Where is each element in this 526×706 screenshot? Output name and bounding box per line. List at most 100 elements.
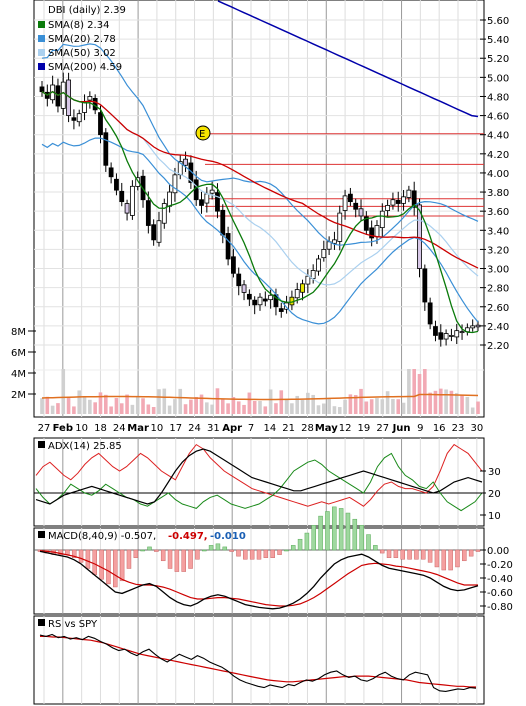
- x-tick-label: Feb: [53, 423, 73, 434]
- price-title: DBI (daily) 2.39: [48, 5, 126, 16]
- candle-body: [161, 203, 167, 224]
- volume-bar: [332, 406, 337, 414]
- macd-histogram-bar: [78, 549, 84, 563]
- x-tick-label: 14: [263, 423, 276, 434]
- x-tick-label: 7: [248, 423, 254, 434]
- x-tick-label: 27: [38, 423, 51, 434]
- macd-histogram-bar: [106, 549, 111, 585]
- macd-histogram-bar: [441, 549, 447, 571]
- y-tick-label: 4.00: [487, 169, 509, 180]
- y-tick-label: 2.60: [487, 303, 509, 314]
- indicator-lines: [35, 0, 483, 692]
- candle-body: [316, 258, 321, 272]
- macd-signal-line: [39, 550, 478, 607]
- candle-body: [385, 205, 391, 211]
- candle-body: [231, 256, 236, 274]
- legend-swatch-sma8: [38, 21, 45, 28]
- macd-histogram-bar: [188, 549, 193, 569]
- y-tick-label: 3.40: [487, 226, 509, 237]
- macd-histogram-bar: [462, 549, 467, 562]
- candle-body: [395, 199, 401, 204]
- macd-histogram-bar: [65, 549, 70, 555]
- candle-body: [332, 239, 337, 244]
- x-tick-label: 23: [452, 423, 465, 434]
- candle-body: [369, 227, 375, 239]
- volume-bar: [274, 403, 278, 414]
- adx-tick-label: 10: [488, 511, 501, 522]
- macd-histogram-bar: [379, 549, 385, 554]
- y-tick-label: 3.20: [487, 245, 509, 256]
- macd-histogram-bar: [400, 549, 405, 560]
- candle-body: [87, 96, 93, 101]
- upper-band-line: [41, 43, 479, 246]
- volume-bar: [141, 398, 145, 414]
- macd-histogram-bar: [133, 549, 139, 558]
- macd-signal-value: -0.497,: [168, 531, 208, 542]
- x-tick-label: 18: [94, 423, 107, 434]
- y-tick-label: 5.40: [487, 35, 509, 46]
- volume-bar: [359, 388, 363, 414]
- x-tick-label: 10: [151, 423, 164, 434]
- x-tick-label: 12: [339, 423, 352, 434]
- candle-body: [193, 179, 199, 201]
- candle-body: [374, 225, 380, 238]
- macd-histogram-bar: [243, 549, 248, 560]
- macd-legend-swatch: [38, 531, 45, 538]
- y-tick-label: 5.20: [487, 54, 509, 65]
- volume-bar: [311, 394, 315, 414]
- volume-bar: [396, 399, 401, 414]
- volume-bar: [247, 392, 252, 414]
- volume-bar: [173, 399, 177, 414]
- vol-tick-label: 8M: [11, 327, 26, 338]
- sma8-line: [41, 90, 479, 334]
- volume-bar: [300, 399, 305, 414]
- y-tick-label: 4.40: [487, 131, 509, 142]
- price-legend: DBI (daily) 2.39 SMA(8) 2.34 SMA(20) 2.7…: [38, 5, 126, 73]
- candle-body: [459, 331, 465, 334]
- macd-tick-label: -0.80: [487, 602, 513, 613]
- macd-histogram-bar: [147, 546, 152, 551]
- macd-histogram-bar: [338, 508, 344, 551]
- volume-bar: [460, 395, 464, 414]
- volume-bar: [258, 400, 262, 414]
- volume-bar: [295, 395, 300, 414]
- volume-bar: [104, 394, 108, 414]
- legend-sma50: SMA(50) 3.02: [48, 48, 116, 59]
- macd-histogram-bar: [386, 549, 392, 558]
- macd-histogram-bar: [448, 549, 453, 571]
- candle-body: [305, 275, 311, 285]
- volume-bar: [93, 402, 97, 414]
- macd-histogram-bar: [284, 549, 289, 552]
- volume-average-line: [41, 393, 479, 401]
- candle-body: [92, 97, 98, 111]
- candle-body: [257, 296, 263, 306]
- candle-body: [321, 249, 327, 259]
- candle-body: [220, 209, 226, 236]
- candle-body: [347, 193, 353, 203]
- volume-bar: [56, 403, 60, 414]
- volume-bar: [167, 405, 172, 414]
- volume-bar: [66, 397, 71, 414]
- volume-bar: [88, 399, 92, 414]
- x-tick-label: 24: [188, 423, 201, 434]
- candle-body: [236, 273, 242, 287]
- macd-histogram-bar: [140, 549, 145, 552]
- y-tick-label: 5.00: [487, 73, 509, 84]
- volume-bar: [178, 388, 183, 414]
- macd-histogram-bar: [126, 549, 132, 569]
- candle-body: [358, 208, 364, 217]
- candle-body: [278, 308, 284, 312]
- y-tick-label: 3.60: [487, 207, 509, 218]
- candle-body: [443, 333, 449, 340]
- candle-body: [300, 283, 305, 293]
- y-tick-label: 3.80: [487, 188, 509, 199]
- macd-histogram-bar: [263, 549, 269, 558]
- macd-hist-value: -0.010: [210, 531, 246, 542]
- candle-body: [417, 204, 422, 269]
- candle-body: [172, 174, 178, 194]
- volume-bar: [391, 398, 395, 414]
- macd-histogram-bar: [195, 549, 200, 560]
- y-tick-label: 3.00: [487, 265, 509, 276]
- candle-body: [449, 335, 454, 337]
